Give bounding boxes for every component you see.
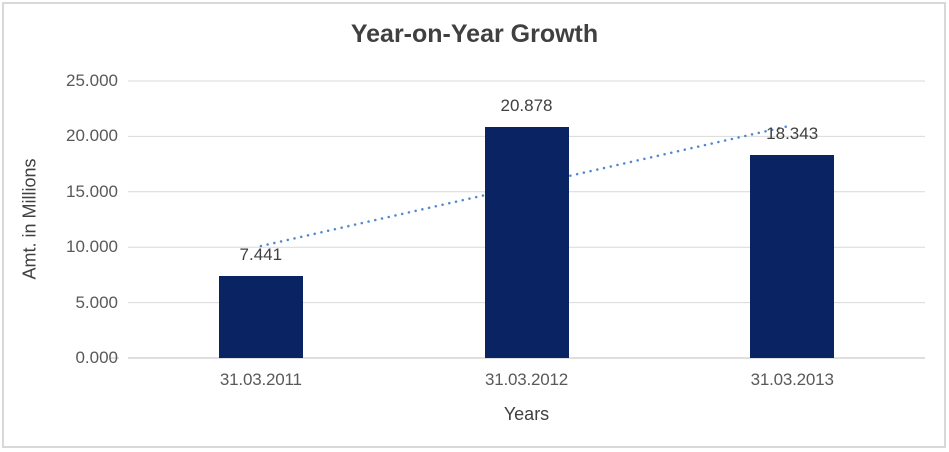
x-tick-label: 31.03.2011 — [219, 370, 302, 389]
y-tick-label: 5.000 — [75, 292, 118, 312]
y-tick-label: 10.000 — [66, 237, 118, 257]
y-tick-label: 15.000 — [66, 181, 118, 201]
bar-31.03.2011 — [218, 275, 303, 358]
chart-title: Year-on-Year Growth — [350, 20, 599, 48]
y-tick-label: 0.000 — [75, 348, 118, 367]
y-tick-label: 20.000 — [66, 126, 118, 146]
bar-31.03.2012 — [484, 126, 569, 358]
bar-value-label: 7.441 — [239, 244, 283, 264]
trendline — [259, 124, 794, 248]
x-tick-label: 31.03.2012 — [484, 370, 569, 389]
bar-31.03.2013 — [750, 154, 835, 358]
bar-value-label: 20.878 — [500, 95, 553, 115]
x-axis-title: Years — [503, 404, 550, 424]
bar-value-label: 18.343 — [766, 123, 819, 143]
x-tick-label: 31.03.2013 — [750, 370, 834, 389]
y-tick-label: 25.000 — [66, 71, 118, 90]
